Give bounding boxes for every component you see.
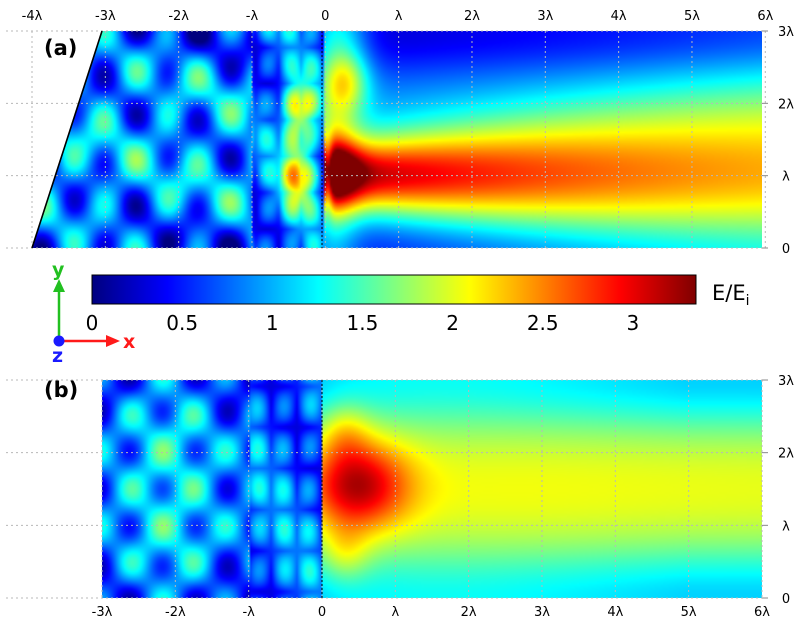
- panel-b: -3λ -2λ -λ 0 λ 2λ 3λ 4λ 5λ 6λ 0 λ 2λ 3λ (b): [6, 374, 794, 620]
- x-tick-label: 2λ: [461, 605, 477, 620]
- x-tick-label: 0: [318, 605, 326, 620]
- x-axis-label: x: [123, 331, 135, 353]
- x-tick-label: 5λ: [681, 605, 697, 620]
- y-tick-label: 0: [782, 242, 790, 257]
- heatmap-a: [32, 31, 762, 248]
- x-tick-label: -2λ: [165, 605, 186, 620]
- colorbar: 0 0.5 1 1.5 2 2.5 3 E/Ei: [86, 274, 750, 335]
- x-tick-label: -4λ: [22, 9, 43, 24]
- colorbar-label: E/Ei: [712, 281, 750, 309]
- colorbar-tick-label: 2.5: [527, 311, 559, 335]
- x-tick-label: 3λ: [537, 9, 553, 24]
- panel-label-a: (a): [44, 36, 77, 60]
- colorbar-tick-label: 0: [86, 311, 99, 335]
- colorbar-tick-label: 3: [627, 311, 640, 335]
- x-tick-label: 2λ: [464, 9, 480, 24]
- grid-a: [6, 30, 768, 249]
- x-tick-label: -3λ: [92, 605, 113, 620]
- colorbar-tick-label: 1: [266, 311, 279, 335]
- y-tick-label: 3λ: [778, 374, 794, 389]
- x-tick-label: 6λ: [757, 9, 773, 24]
- y-tick-label: 2λ: [778, 447, 794, 462]
- panel-label-b: (b): [44, 378, 78, 402]
- y-tick-label: 3λ: [778, 25, 794, 40]
- panel-a: -4λ -3λ -2λ -λ 0 λ 2λ 3λ 4λ 5λ 6λ 0 λ 2λ 3λ (a): [6, 9, 794, 257]
- x-tick-label: 0: [321, 9, 329, 24]
- axes-indicator: y x z: [52, 259, 135, 367]
- x-tick-label: 4λ: [611, 9, 627, 24]
- y-tick-label: 0: [782, 592, 790, 607]
- x-tick-label: -2λ: [168, 9, 189, 24]
- colorbar-tick-label: 2: [446, 311, 459, 335]
- colorbar-tick-labels: 0 0.5 1 1.5 2 2.5 3: [86, 311, 640, 335]
- colorbar-tick-label: 0.5: [166, 311, 198, 335]
- y-tick-label: λ: [782, 519, 790, 534]
- colorbar-gradient: [91, 274, 697, 305]
- x-tick-label: 5λ: [684, 9, 700, 24]
- x-tick-label: -3λ: [95, 9, 116, 24]
- y-tick-labels-a: 0 λ 2λ 3λ: [778, 25, 794, 257]
- x-tick-labels-b: -3λ -2λ -λ 0 λ 2λ 3λ 4λ 5λ 6λ: [92, 605, 771, 620]
- colorbar-label-main: E/E: [712, 281, 746, 305]
- x-tick-label: -λ: [242, 605, 255, 620]
- y-axis-label: y: [52, 259, 65, 281]
- z-axis-dot: [53, 335, 65, 347]
- grid-b: [6, 379, 768, 599]
- x-tick-label: -λ: [246, 9, 259, 24]
- y-tick-label: λ: [782, 170, 790, 185]
- y-arrow-head: [53, 279, 65, 292]
- y-tick-label: 2λ: [778, 97, 794, 112]
- colorbar-tick-label: 1.5: [347, 311, 379, 335]
- z-axis-label: z: [52, 345, 63, 367]
- y-tick-labels-b: 0 λ 2λ 3λ: [778, 374, 794, 607]
- x-tick-label: λ: [391, 605, 399, 620]
- x-tick-label: 3λ: [534, 605, 550, 620]
- colorbar-label-sub: i: [746, 293, 750, 309]
- slanted-edge-a: [31, 30, 103, 249]
- x-arrow-head: [106, 335, 120, 347]
- x-tick-label: 4λ: [607, 605, 623, 620]
- heatmap-b: [102, 380, 762, 598]
- x-tick-label: λ: [395, 9, 403, 24]
- x-tick-labels-a: -4λ -3λ -2λ -λ 0 λ 2λ 3λ 4λ 5λ 6λ: [22, 9, 774, 24]
- x-tick-label: 6λ: [754, 605, 770, 620]
